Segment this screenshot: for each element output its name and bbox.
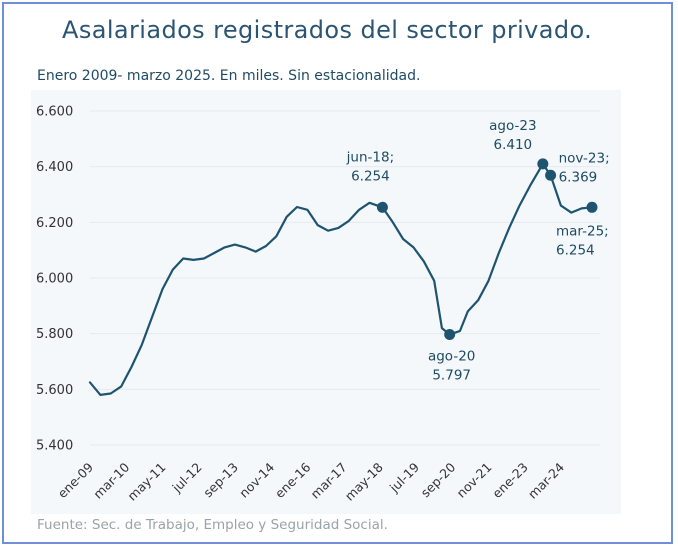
y-tick-label: 5.400 (36, 439, 73, 454)
annotation-labels: jun-18; 6.254 ago-20 5.797 ago-23 6.410 nov-23… (346, 118, 610, 384)
x-tick-label: sep-20 (418, 459, 459, 500)
plot-background (31, 90, 621, 514)
series-line (88, 162, 594, 396)
y-tick-label: 5.600 (36, 383, 73, 398)
annotation-label: mar-25; (556, 223, 609, 239)
x-tick-label: sep-13 (200, 460, 241, 501)
y-tick-label: 6.200 (36, 216, 73, 231)
series-lines (88, 162, 594, 396)
annotation-label: ago-20 (428, 349, 475, 365)
annotation-label: jun-18; (346, 149, 394, 165)
annotation-label: 6.369 (559, 169, 598, 185)
x-tick-label: jul-19 (386, 459, 422, 495)
annotation-label: 6.254 (556, 242, 595, 258)
annotation-markers (376, 158, 598, 341)
grid-lines (90, 110, 600, 446)
annotation-label: nov-23; (559, 150, 610, 166)
x-tick-label: may-11 (124, 460, 168, 504)
y-tick-label: 6.600 (36, 105, 73, 120)
chart-frame: Asalariados registrados del sector priva… (2, 2, 673, 544)
y-tick-label: 6.400 (36, 160, 73, 175)
y-tick-label: 5.800 (36, 327, 73, 342)
x-tick-label: jul-12 (169, 460, 205, 496)
chart-subtitle: Enero 2009- marzo 2025. En miles. Sin es… (37, 68, 421, 84)
annotation-marker (545, 169, 557, 181)
source-note: Fuente: Sec. de Trabajo, Empleo y Seguri… (37, 517, 388, 533)
x-tick-label: ene-09 (55, 459, 97, 501)
x-tick-label: ene-16 (272, 459, 314, 501)
annotation-label: 5.797 (432, 368, 471, 384)
chart-title: Asalariados registrados del sector priva… (62, 16, 593, 44)
y-tick-label: 6.000 (36, 272, 73, 287)
x-tick-label: mar-24 (525, 459, 567, 501)
annotation-label: 6.410 (494, 137, 533, 153)
x-tick-label: nov-14 (236, 459, 277, 500)
y-axis-ticks: 5.400 5.600 5.800 6.000 6.200 6.400 6.600 (36, 105, 73, 454)
annotation-marker (537, 158, 549, 170)
annotation-marker (444, 329, 456, 341)
annotation-marker (586, 201, 598, 213)
x-tick-label: ene-23 (489, 460, 531, 502)
x-tick-label: may-18 (342, 459, 386, 503)
x-tick-label: nov-21 (454, 460, 495, 501)
annotation-label: ago-23 (489, 118, 536, 134)
annotation-label: 6.254 (351, 168, 390, 184)
annotation-marker (376, 201, 388, 213)
